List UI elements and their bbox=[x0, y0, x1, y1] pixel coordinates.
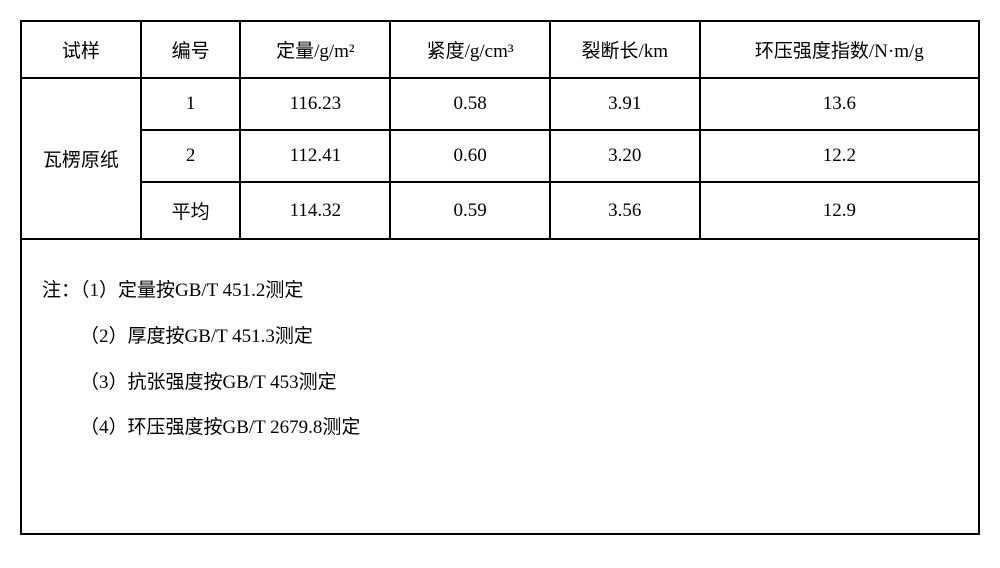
sample-name-cell: 瓦楞原纸 bbox=[21, 78, 141, 239]
cell-breaklen: 3.91 bbox=[550, 78, 700, 130]
cell-density: 0.60 bbox=[390, 130, 550, 182]
table-row: 平均 114.32 0.59 3.56 12.9 bbox=[21, 182, 979, 239]
cell-weight: 112.41 bbox=[240, 130, 390, 182]
note-line-1: 注：（1）定量按GB/T 451.2测定 bbox=[42, 270, 958, 312]
table-row: 2 112.41 0.60 3.20 12.2 bbox=[21, 130, 979, 182]
header-breaklen: 裂断长/km bbox=[550, 21, 700, 78]
cell-strength: 12.2 bbox=[700, 130, 979, 182]
cell-number: 1 bbox=[141, 78, 241, 130]
table-row: 瓦楞原纸 1 116.23 0.58 3.91 13.6 bbox=[21, 78, 979, 130]
notes-row: 注：（1）定量按GB/T 451.2测定 （2）厚度按GB/T 451.3测定 … bbox=[21, 239, 979, 534]
cell-weight: 116.23 bbox=[240, 78, 390, 130]
cell-weight: 114.32 bbox=[240, 182, 390, 239]
cell-strength: 12.9 bbox=[700, 182, 979, 239]
cell-number: 2 bbox=[141, 130, 241, 182]
cell-density: 0.58 bbox=[390, 78, 550, 130]
cell-number: 平均 bbox=[141, 182, 241, 239]
header-density: 紧度/g/cm³ bbox=[390, 21, 550, 78]
cell-strength: 13.6 bbox=[700, 78, 979, 130]
header-number: 编号 bbox=[141, 21, 241, 78]
cell-breaklen: 3.56 bbox=[550, 182, 700, 239]
header-strength: 环压强度指数/N·m/g bbox=[700, 21, 979, 78]
cell-breaklen: 3.20 bbox=[550, 130, 700, 182]
header-sample: 试样 bbox=[21, 21, 141, 78]
header-weight: 定量/g/m² bbox=[240, 21, 390, 78]
note-line-3: （3）抗张强度按GB/T 453测定 bbox=[42, 362, 958, 404]
table-header-row: 试样 编号 定量/g/m² 紧度/g/cm³ 裂断长/km 环压强度指数/N·m… bbox=[21, 21, 979, 78]
note-line-4: （4）环压强度按GB/T 2679.8测定 bbox=[42, 407, 958, 449]
note-line-2: （2）厚度按GB/T 451.3测定 bbox=[42, 316, 958, 358]
data-table: 试样 编号 定量/g/m² 紧度/g/cm³ 裂断长/km 环压强度指数/N·m… bbox=[20, 20, 980, 535]
notes-cell: 注：（1）定量按GB/T 451.2测定 （2）厚度按GB/T 451.3测定 … bbox=[21, 239, 979, 534]
table-container: 试样 编号 定量/g/m² 紧度/g/cm³ 裂断长/km 环压强度指数/N·m… bbox=[20, 20, 980, 535]
cell-density: 0.59 bbox=[390, 182, 550, 239]
